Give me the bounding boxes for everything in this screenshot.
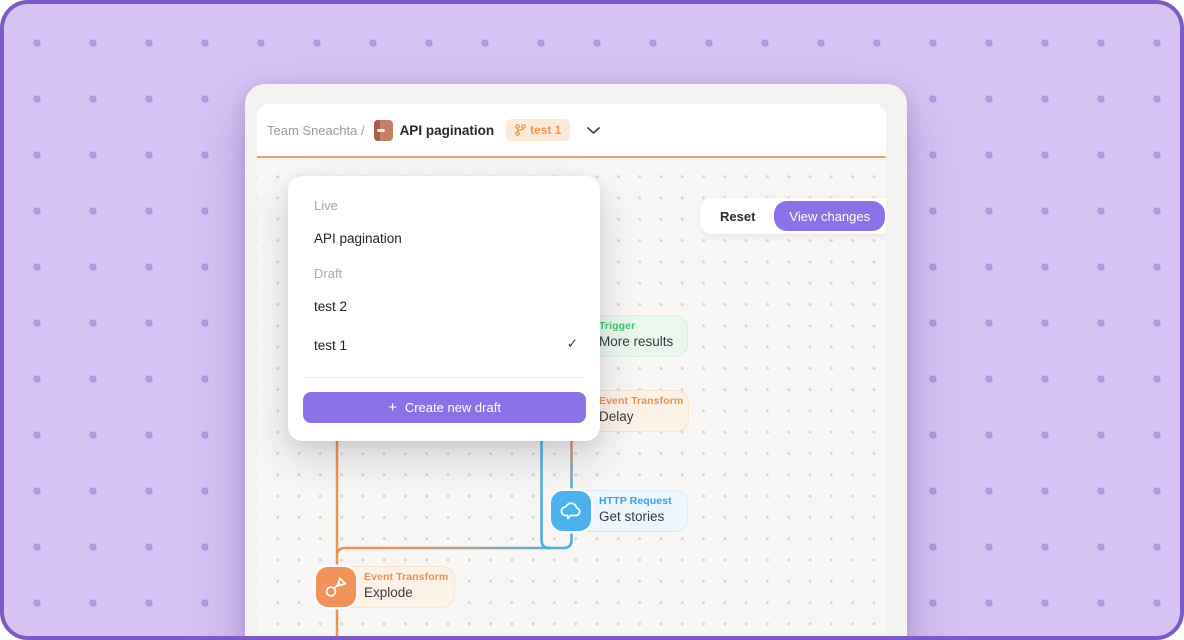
workflow-title: API pagination bbox=[399, 122, 495, 138]
dropdown-section-live: Live bbox=[314, 198, 338, 213]
dropdown-item-test-2[interactable]: test 2 bbox=[314, 299, 348, 314]
node-type-label: HTTP Request bbox=[599, 495, 672, 507]
chevron-down-icon[interactable] bbox=[586, 126, 601, 135]
dropdown-item-test-1[interactable]: test 1 ✓ bbox=[314, 336, 580, 353]
node-type-label: Trigger bbox=[599, 320, 636, 332]
node-event-transform-explode[interactable]: Event Transform Explode bbox=[314, 566, 455, 608]
version-dropdown: Live API pagination Draft test 2 test 1 … bbox=[288, 176, 600, 441]
node-name-label: Explode bbox=[364, 585, 413, 600]
node-type-label: Event Transform bbox=[599, 395, 684, 407]
create-new-draft-button[interactable]: + Create new draft bbox=[303, 392, 586, 423]
node-name-label: More results bbox=[599, 334, 674, 349]
breadcrumb-bar: Team Sneachta / API pagination test 1 bbox=[257, 104, 886, 158]
dropdown-divider bbox=[304, 377, 584, 378]
node-http-request-get-stories[interactable]: HTTP Request Get stories bbox=[549, 490, 688, 532]
branch-badge-label: test 1 bbox=[530, 123, 562, 137]
git-branch-icon bbox=[515, 124, 526, 136]
notebook-icon bbox=[373, 119, 393, 141]
dropdown-section-draft: Draft bbox=[314, 266, 343, 281]
node-name-label: Delay bbox=[599, 409, 634, 424]
plus-icon: + bbox=[388, 399, 397, 416]
view-changes-button[interactable]: View changes bbox=[774, 201, 886, 231]
changes-action-group: Reset View changes bbox=[700, 198, 886, 234]
branch-badge[interactable]: test 1 bbox=[506, 119, 571, 141]
node-name-label: Get stories bbox=[599, 509, 665, 524]
create-new-draft-label: Create new draft bbox=[404, 400, 501, 415]
breadcrumb-team[interactable]: Team Sneachta / bbox=[267, 122, 365, 138]
dropdown-item-label: test 1 bbox=[314, 338, 348, 353]
dropdown-item-api-pagination[interactable]: API pagination bbox=[314, 231, 402, 246]
reset-button[interactable]: Reset bbox=[703, 201, 773, 231]
workflow-edges bbox=[335, 428, 573, 636]
cloud-icon bbox=[551, 491, 591, 531]
node-type-label: Event Transform bbox=[364, 571, 449, 583]
transform-explode-icon bbox=[316, 567, 356, 607]
check-icon: ✓ bbox=[566, 336, 578, 351]
